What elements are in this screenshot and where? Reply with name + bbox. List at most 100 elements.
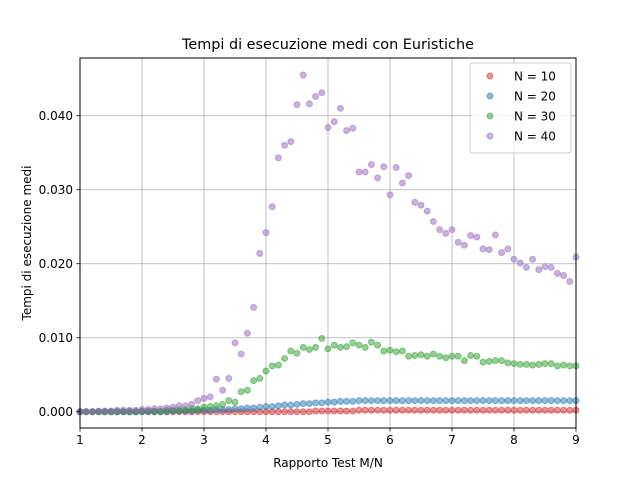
data-point xyxy=(473,397,481,405)
data-point xyxy=(429,406,437,414)
data-point xyxy=(417,351,425,359)
data-point xyxy=(343,407,351,415)
data-point xyxy=(423,397,431,405)
data-point xyxy=(287,347,295,355)
data-point xyxy=(256,403,264,411)
data-point xyxy=(305,100,313,108)
data-point xyxy=(386,397,394,405)
data-point xyxy=(305,400,313,408)
data-point xyxy=(386,346,394,354)
data-point xyxy=(330,407,338,415)
data-point xyxy=(553,362,561,370)
data-point xyxy=(460,241,468,249)
data-point xyxy=(336,343,344,351)
legend-box xyxy=(469,62,572,154)
data-point xyxy=(504,397,512,405)
data-point xyxy=(405,406,413,414)
data-point xyxy=(535,397,543,405)
data-point xyxy=(448,226,456,234)
data-point xyxy=(510,406,518,414)
data-point xyxy=(150,405,158,413)
data-point xyxy=(237,350,245,358)
data-point xyxy=(144,406,152,413)
data-point xyxy=(324,407,332,415)
data-point xyxy=(498,357,506,365)
data-point xyxy=(398,347,406,355)
data-point xyxy=(287,138,295,146)
data-point xyxy=(355,168,363,176)
data-point xyxy=(243,386,251,394)
x-tick-label: 7 xyxy=(448,433,456,447)
data-point xyxy=(485,406,493,414)
data-point xyxy=(330,118,338,126)
data-point xyxy=(429,218,437,226)
data-point xyxy=(268,403,276,411)
data-point xyxy=(386,191,394,199)
data-point xyxy=(448,397,456,405)
data-point xyxy=(386,406,394,414)
data-point xyxy=(318,89,326,97)
data-point xyxy=(398,179,406,187)
data-point xyxy=(547,263,555,271)
data-point xyxy=(529,406,537,414)
data-point xyxy=(262,367,270,375)
data-point xyxy=(560,361,568,369)
data-point xyxy=(107,407,115,415)
series-4 xyxy=(76,71,580,416)
data-point xyxy=(225,406,233,413)
data-point xyxy=(157,405,165,413)
data-point xyxy=(541,263,549,271)
data-point xyxy=(212,402,220,410)
data-point xyxy=(498,406,506,414)
data-point xyxy=(510,360,518,368)
data-point xyxy=(516,397,524,405)
data-point xyxy=(491,397,499,405)
legend: N = 10 N = 20 N = 30 N = 40 xyxy=(469,62,572,154)
data-point xyxy=(442,397,450,405)
data-point xyxy=(467,351,475,359)
data-point xyxy=(287,408,295,416)
data-point xyxy=(398,406,406,414)
data-point xyxy=(119,406,127,414)
data-point xyxy=(479,406,487,414)
data-point xyxy=(491,231,499,239)
data-point xyxy=(436,226,444,234)
data-point xyxy=(380,347,388,355)
data-point xyxy=(541,406,549,414)
data-point xyxy=(436,406,444,414)
data-point xyxy=(485,397,493,405)
data-point xyxy=(250,377,258,385)
data-point xyxy=(566,406,574,414)
data-point xyxy=(188,400,196,408)
data-point xyxy=(88,408,96,416)
data-point xyxy=(392,406,400,414)
data-point xyxy=(206,393,214,401)
data-point xyxy=(361,168,369,176)
data-point xyxy=(541,397,549,405)
data-point xyxy=(324,345,332,353)
data-point xyxy=(460,406,468,414)
data-point xyxy=(349,339,357,347)
data-point xyxy=(553,397,561,405)
data-point xyxy=(560,397,568,405)
data-point xyxy=(529,397,537,405)
data-point xyxy=(454,238,462,246)
legend-marker xyxy=(486,132,494,140)
data-point xyxy=(324,398,332,406)
legend-marker xyxy=(486,72,494,80)
data-point xyxy=(380,406,388,414)
data-point xyxy=(367,161,375,169)
data-point xyxy=(262,229,270,237)
legend-marker xyxy=(486,92,494,100)
data-point xyxy=(361,397,369,405)
series-3 xyxy=(76,334,580,416)
data-point xyxy=(553,406,561,414)
data-point xyxy=(250,303,258,311)
x-tick-label: 5 xyxy=(324,433,332,447)
legend-label: N = 10 xyxy=(514,70,556,84)
data-point xyxy=(560,272,568,280)
data-point xyxy=(417,406,425,414)
data-point xyxy=(522,397,530,405)
data-point xyxy=(243,404,251,412)
